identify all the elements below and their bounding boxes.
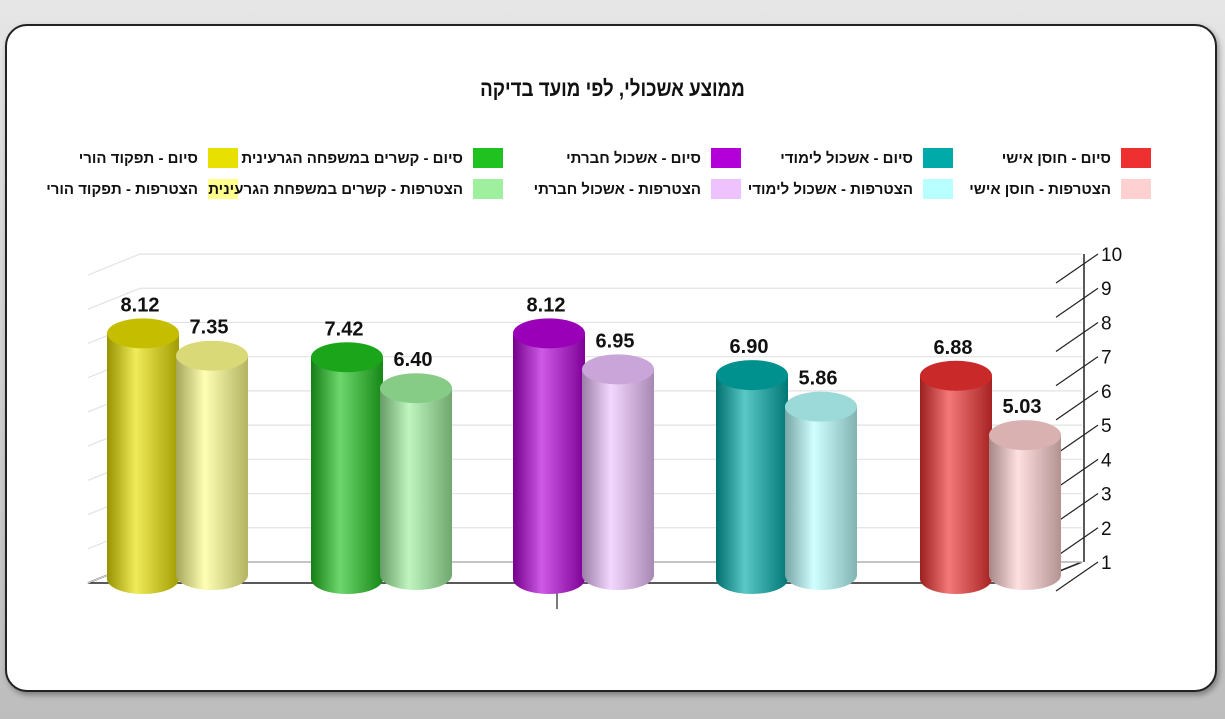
legend-swatch — [923, 148, 953, 168]
legend-swatch — [473, 148, 503, 168]
y-tick-mark — [1055, 458, 1099, 489]
legend-swatch — [711, 148, 741, 168]
legend-label: הצטרפות - חוסן אישי — [969, 180, 1111, 198]
y-tick-label: 1 — [1101, 553, 1112, 574]
legend-item-resilience-join: הצטרפות - חוסן אישי — [969, 178, 1151, 200]
bar — [716, 360, 788, 594]
legend-item-social-join: הצטרפות - אשכול חברתי — [534, 178, 741, 200]
y-tick-mark — [1055, 253, 1099, 284]
bar — [176, 340, 248, 590]
legend-swatch — [473, 179, 503, 199]
legend-swatch — [208, 179, 238, 199]
legend-label: הצטרפות - אשכול חברתי — [533, 180, 701, 198]
y-tick-label: 5 — [1101, 416, 1112, 437]
bar — [582, 354, 654, 590]
gridline — [87, 287, 1082, 310]
y-tick-mark — [1055, 287, 1099, 318]
legend-label: סיום - קשרים במשפחה הגרעינית — [241, 149, 463, 167]
y-tick-label: 6 — [1101, 382, 1112, 403]
y-axis: 1 2 3 4 5 6 7 8 9 10 — [556, 245, 1122, 609]
y-tick-mark — [1055, 321, 1099, 352]
legend-swatch — [1121, 148, 1151, 168]
chart-title: ממוצע אשכולי, לפי מועד בדיקה — [480, 76, 745, 101]
bar — [989, 420, 1061, 590]
data-label: 6.90 — [730, 336, 769, 358]
y-tick-mark — [1055, 527, 1099, 558]
legend-label: סיום - אשכול חברתי — [566, 149, 701, 167]
y-tick-label: 2 — [1101, 519, 1112, 540]
data-label: 6.95 — [596, 330, 635, 352]
y-tick-label: 8 — [1101, 313, 1112, 334]
bar — [920, 360, 992, 594]
y-tick-label: 3 — [1101, 485, 1112, 506]
legend-item-parenting-end: סיום - תפקוד הורי — [79, 147, 238, 169]
legend-item-study-join: הצטרפות - אשכול לימודי — [748, 178, 953, 200]
y-tick-mark — [1055, 424, 1099, 455]
legend-label: הצטרפות - קשרים במשפחת הגרעינית — [208, 180, 463, 198]
bar — [785, 391, 857, 590]
data-label: 8.12 — [121, 294, 160, 316]
y-tick-label: 9 — [1101, 279, 1112, 300]
bars — [107, 318, 1061, 594]
legend-item-study-end: סיום - אשכול לימודי — [780, 147, 953, 169]
data-label: 5.03 — [1003, 396, 1042, 418]
legend-swatch — [923, 179, 953, 199]
legend-label: סיום - תפקוד הורי — [78, 149, 198, 167]
legend-swatch — [711, 179, 741, 199]
legend-label: הצטרפות - אשכול לימודי — [747, 180, 913, 198]
data-label: 8.12 — [527, 294, 566, 316]
legend-item-parenting-join: הצטרפות - תפקוד הורי — [46, 178, 238, 200]
data-label: 7.42 — [325, 318, 364, 340]
legend-label: סיום - חוסן אישי — [1001, 149, 1111, 167]
data-label: 7.35 — [190, 317, 229, 339]
y-tick-label: 7 — [1101, 348, 1112, 369]
legend-item-family-join: הצטרפות - קשרים במשפחת הגרעינית — [208, 178, 503, 200]
y-tick-label: 10 — [1101, 245, 1122, 266]
y-tick-mark — [1055, 493, 1099, 524]
legend-label: סיום - אשכול לימודי — [780, 149, 913, 167]
gridline — [87, 253, 1082, 276]
legend-item-family-end: סיום - קשרים במשפחה הגרעינית — [241, 147, 503, 169]
legend-swatch — [1121, 179, 1151, 199]
bar — [311, 342, 383, 594]
y-tick-mark — [1055, 356, 1099, 387]
data-label: 6.40 — [394, 349, 433, 371]
legend-item-social-end: סיום - אשכול חברתי — [566, 147, 741, 169]
data-label: 6.88 — [934, 337, 973, 359]
legend-label: הצטרפות - תפקוד הורי — [46, 180, 198, 198]
bar — [513, 318, 585, 594]
y-tick-mark — [1055, 390, 1099, 421]
legend-swatch — [208, 148, 238, 168]
y-tick-mark — [1055, 561, 1099, 592]
data-labels: 8.12 7.35 7.42 6.40 8.12 6.95 6.90 5.86 6.88 5.03 — [121, 294, 1042, 418]
bar — [380, 373, 452, 590]
bar — [107, 318, 179, 594]
legend-item-resilience-end: סיום - חוסן אישי — [1002, 147, 1151, 169]
data-label: 5.86 — [799, 368, 838, 390]
y-tick-label: 4 — [1101, 450, 1112, 471]
